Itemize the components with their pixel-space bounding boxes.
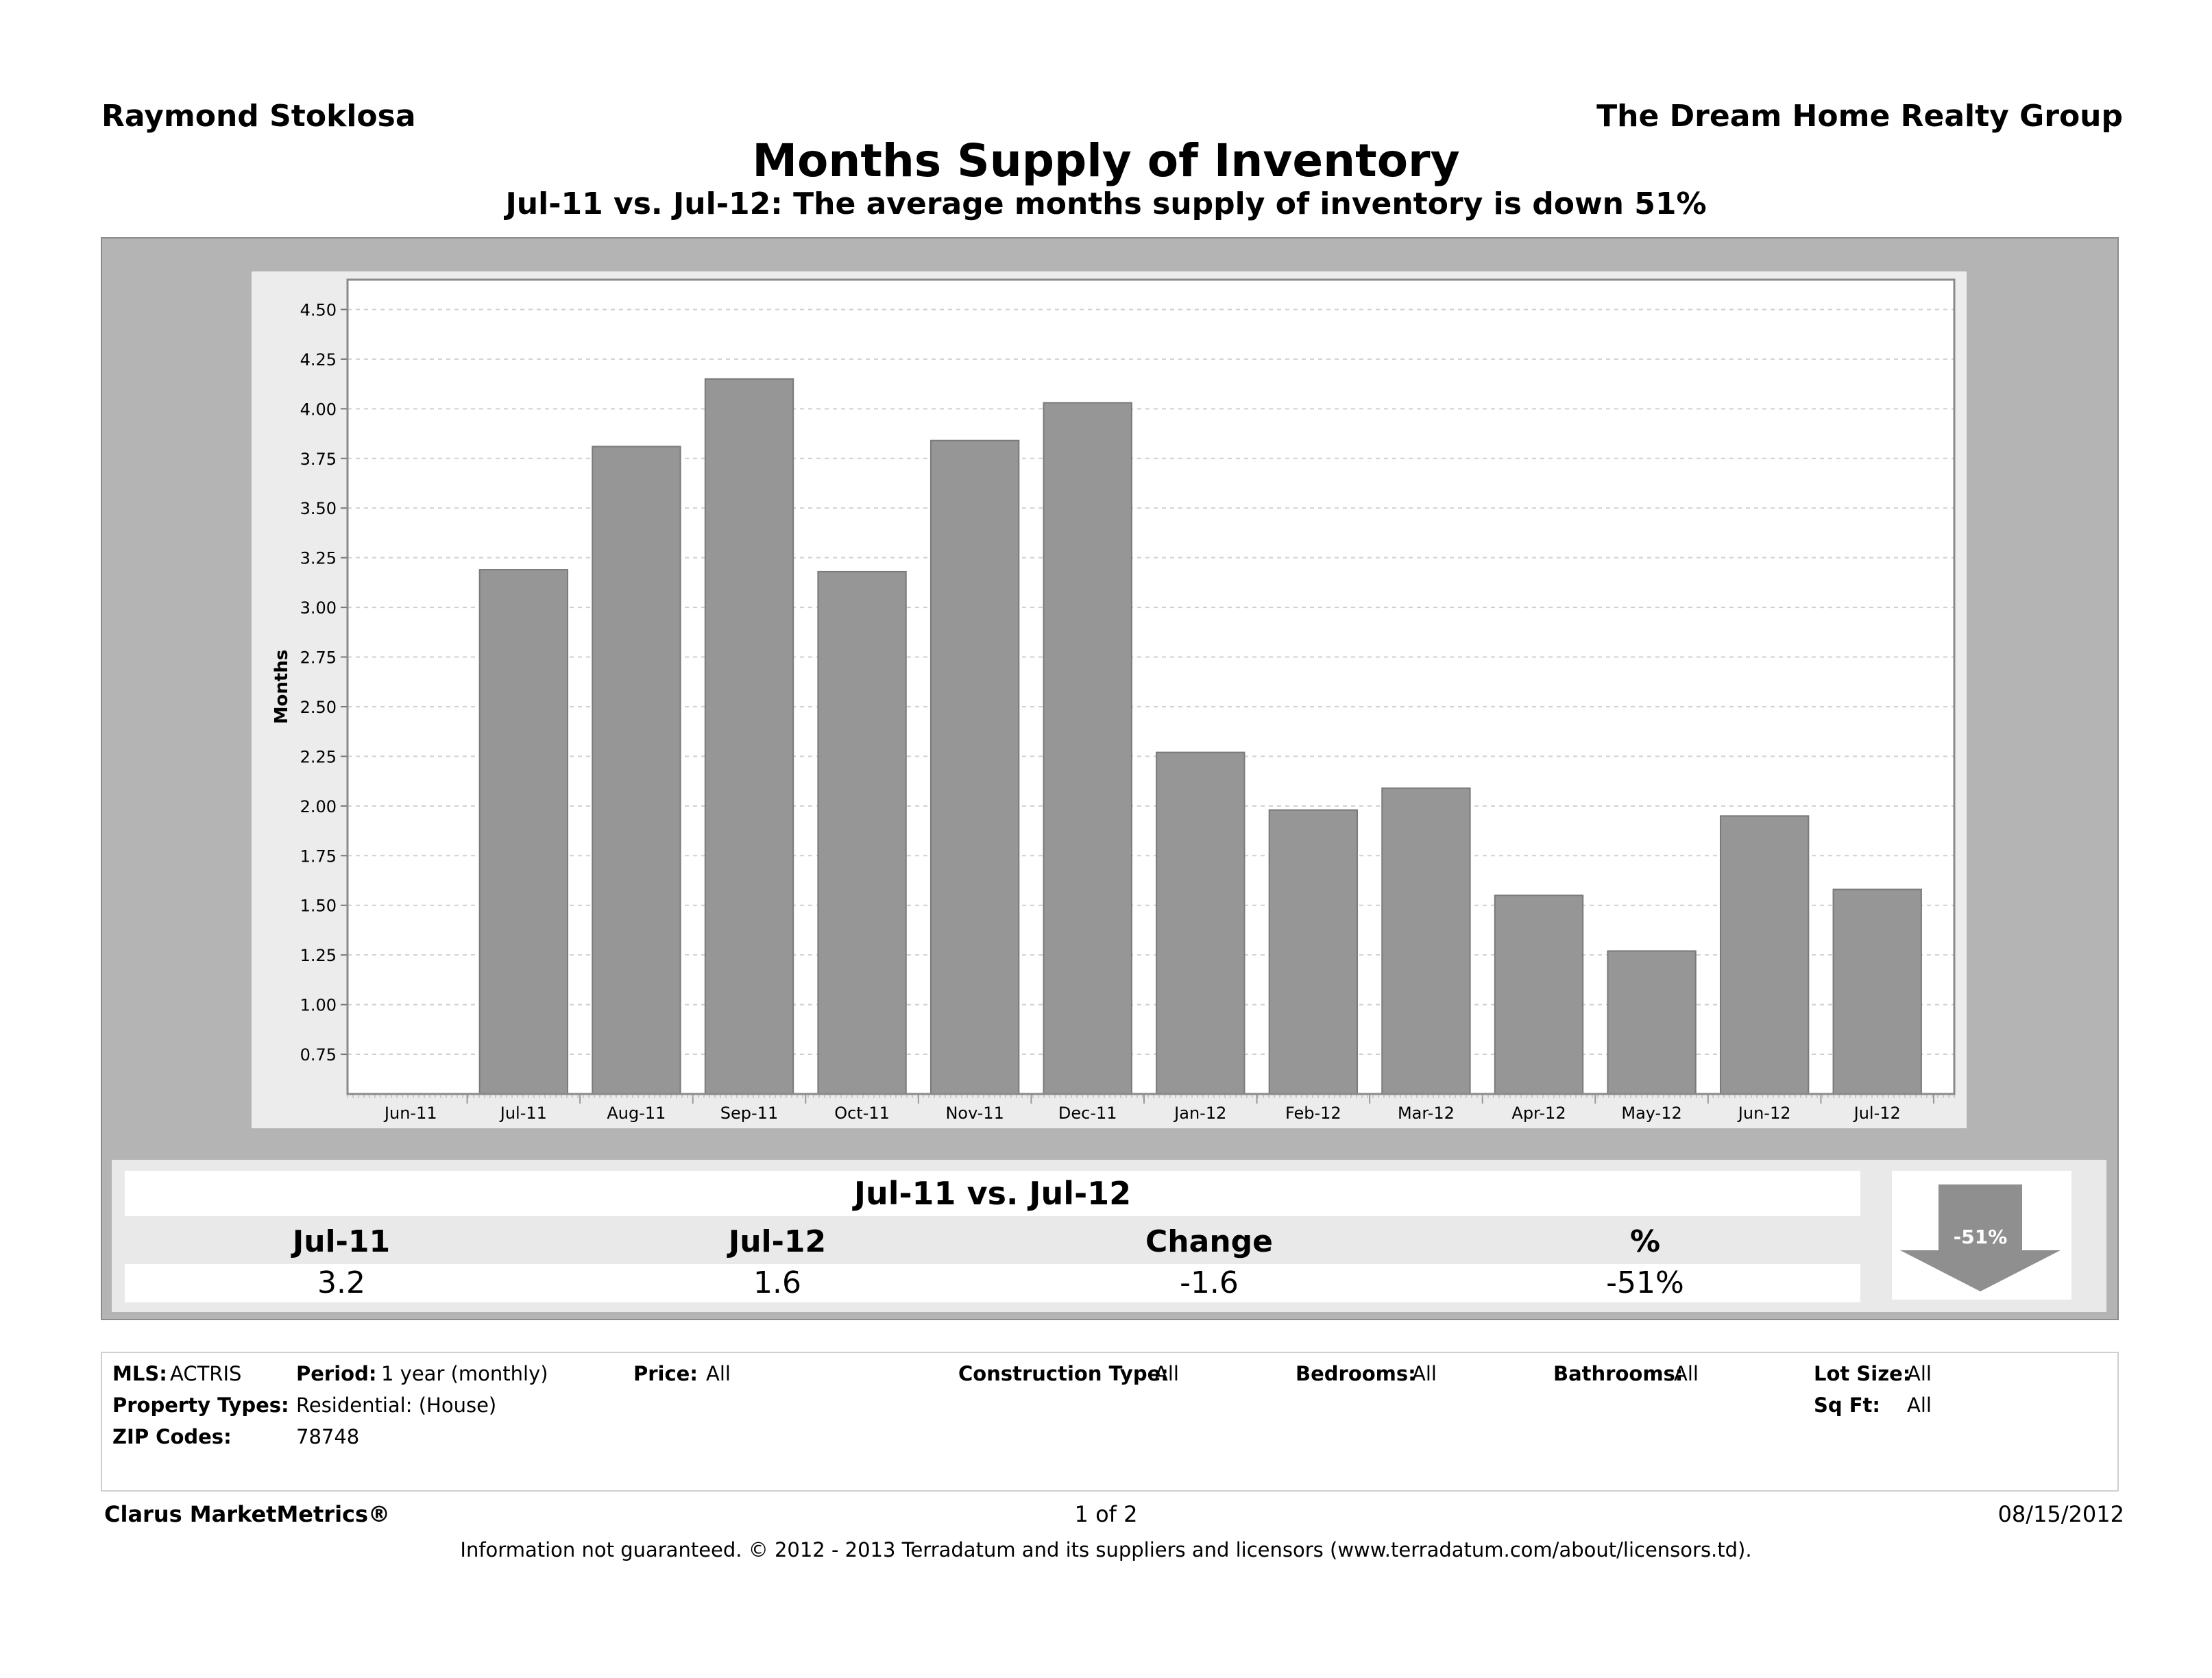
bar-apr-12 — [1494, 895, 1584, 1095]
filter-period-value: 1 year (monthly) — [381, 1362, 548, 1385]
y-tick-label: 3.00 — [300, 598, 337, 618]
bar-jan-12 — [1156, 751, 1245, 1095]
y-tick-label: 2.00 — [300, 797, 337, 816]
summary-header-percent: % — [1629, 1224, 1661, 1259]
filter-sqft-label: Sq Ft: — [1814, 1394, 1881, 1417]
x-tick-label: Aug-11 — [607, 1104, 666, 1123]
summary-values-bar — [125, 1264, 1860, 1302]
y-tick-label: 1.25 — [300, 946, 337, 965]
bar-sep-11 — [704, 378, 794, 1095]
summary-header-change: Change — [1145, 1224, 1273, 1259]
bar-jul-11 — [478, 569, 569, 1095]
y-tick-label: 2.75 — [300, 648, 337, 668]
summary-title-bar — [125, 1171, 1860, 1216]
filter-price-value: All — [706, 1362, 731, 1385]
summary-title: Jul-11 vs. Jul-12 — [853, 1175, 1132, 1212]
x-tick-label: Dec-11 — [1058, 1104, 1117, 1123]
bar-chart: 4.50 4.25 4.00 3.75 3.50 3.25 3.00 2.75 2.50 2.25… — [271, 278, 1956, 1123]
filter-lotsize-value: All — [1907, 1362, 1932, 1385]
summary-header-jul11: Jul-11 — [292, 1224, 391, 1259]
agent-name: Raymond Stoklosa — [101, 99, 416, 134]
y-tick-label: 2.25 — [300, 747, 337, 766]
x-tick-label: Jun-11 — [383, 1104, 437, 1123]
x-tick-label: Oct-11 — [834, 1104, 890, 1123]
filter-construction-label: Construction Type: — [958, 1362, 1169, 1385]
y-tick-label: 4.25 — [300, 350, 337, 369]
x-tick-label: Mar-12 — [1398, 1104, 1455, 1123]
x-tick-label: May-12 — [1621, 1104, 1681, 1123]
summary-value-jul12: 1.6 — [753, 1265, 801, 1300]
filter-bathrooms-label: Bathrooms: — [1553, 1362, 1684, 1385]
filter-construction-value: All — [1154, 1362, 1179, 1385]
filter-mls-value: ACTRIS — [170, 1362, 242, 1385]
arrow-percent-label: -51% — [1954, 1226, 2008, 1248]
bar-dec-11 — [1043, 402, 1132, 1095]
x-tick-label: Jun-12 — [1737, 1104, 1791, 1123]
footer-disclaimer: Information not guaranteed. © 2012 - 201… — [460, 1538, 1752, 1561]
summary-header-jul12: Jul-12 — [728, 1224, 827, 1259]
bar-feb-12 — [1268, 809, 1359, 1095]
x-tick-label: Jan-12 — [1173, 1104, 1226, 1123]
filter-sqft-value: All — [1907, 1394, 1932, 1417]
footer-date: 08/15/2012 — [1997, 1501, 2124, 1527]
bar-jun-12 — [1719, 815, 1810, 1095]
summary-value-percent: -51% — [1606, 1265, 1684, 1300]
bar-oct-11 — [817, 570, 907, 1095]
broker-name: The Dream Home Realty Group — [1596, 99, 2123, 134]
filter-proptype-label: Property Types: — [112, 1394, 289, 1417]
y-tick-label: 3.25 — [300, 549, 337, 568]
bar-jul-12 — [1832, 888, 1922, 1095]
filter-period-label: Period: — [296, 1362, 377, 1385]
bar-mar-12 — [1381, 787, 1471, 1095]
page-subtitle: Jul-11 vs. Jul-12: The average months su… — [505, 186, 1707, 221]
page-title: Months Supply of Inventory — [752, 134, 1460, 187]
filter-mls-label: MLS: — [112, 1362, 167, 1385]
x-tick-label: Feb-12 — [1285, 1104, 1341, 1123]
y-tick-label: 1.50 — [300, 897, 337, 916]
x-tick-label: Jul-11 — [499, 1104, 547, 1123]
x-tick-label: Apr-12 — [1511, 1104, 1566, 1123]
summary-value-change: -1.6 — [1180, 1265, 1239, 1300]
y-tick-label: 1.75 — [300, 847, 337, 866]
y-axis-label: Months — [271, 650, 292, 725]
filter-price-label: Price: — [633, 1362, 698, 1385]
y-tick-label: 3.75 — [300, 450, 337, 469]
y-tick-label: 1.00 — [300, 996, 337, 1015]
x-tick-label: Sep-11 — [720, 1104, 778, 1123]
filter-proptype-value: Residential: (House) — [296, 1394, 497, 1417]
plot-area — [348, 280, 1954, 1094]
y-tick-label: 3.50 — [300, 499, 337, 518]
down-arrow-icon: -51% — [1900, 1184, 2061, 1291]
bar-aug-11 — [592, 446, 681, 1095]
x-tick-label: Jul-12 — [1853, 1104, 1901, 1123]
filter-zip-value: 78748 — [296, 1425, 360, 1448]
y-tick-label: 0.75 — [300, 1045, 337, 1065]
filter-lotsize-label: Lot Size: — [1814, 1362, 1911, 1385]
footer-brand: Clarus MarketMetrics® — [104, 1501, 391, 1527]
filter-zip-label: ZIP Codes: — [112, 1425, 232, 1448]
bar-nov-11 — [929, 439, 1020, 1095]
y-tick-label: 2.50 — [300, 698, 337, 717]
filters-panel — [101, 1352, 2119, 1492]
y-tick-label: 4.50 — [300, 300, 337, 319]
filter-bedrooms-label: Bedrooms: — [1296, 1362, 1416, 1385]
x-tick-label: Nov-11 — [945, 1104, 1004, 1123]
filter-bathrooms-value: All — [1674, 1362, 1699, 1385]
summary-value-jul11: 3.2 — [317, 1265, 365, 1300]
plot-border — [346, 278, 1956, 1095]
footer-page-number: 1 of 2 — [1074, 1501, 1138, 1527]
filter-bedrooms-value: All — [1412, 1362, 1437, 1385]
bar-may-12 — [1607, 950, 1697, 1095]
y-tick-label: 4.00 — [300, 400, 337, 419]
